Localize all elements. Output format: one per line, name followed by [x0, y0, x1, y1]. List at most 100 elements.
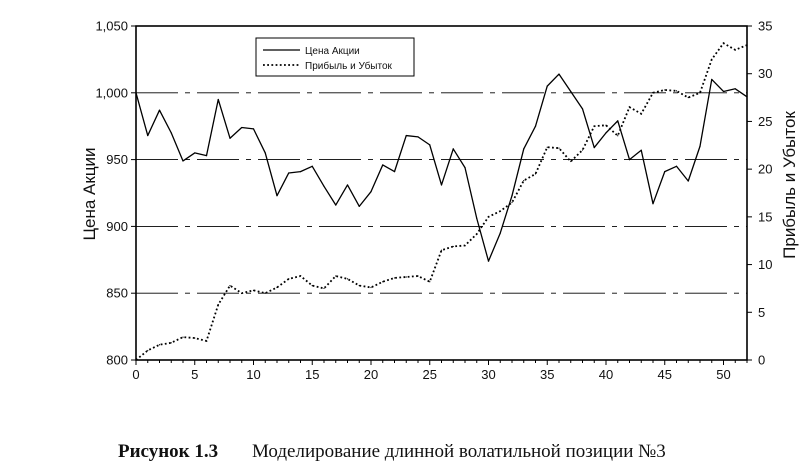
series-0-point-25 — [429, 144, 431, 146]
series-1-point-3 — [170, 342, 172, 344]
series-0-point-16 — [323, 185, 325, 187]
legend: Цена Акции Прибыль и Убыток — [255, 37, 415, 77]
caption-label: Рисунок 1.3 — [118, 441, 219, 462]
series-1-point-8 — [229, 284, 231, 287]
series-0-point-38 — [581, 108, 584, 110]
series-0-point-34 — [534, 125, 537, 127]
series-1-point-45 — [664, 89, 666, 91]
series-0-point-13 — [288, 172, 290, 174]
series-0-point-33 — [523, 148, 525, 150]
grid — [136, 92, 747, 294]
y2-axis-title: Прибыль и Убыток — [780, 111, 799, 259]
series-1-point-50 — [722, 42, 725, 44]
series-0-point-29 — [476, 217, 478, 219]
series-0-point-45 — [664, 171, 666, 173]
x-tick-label-7: 35 — [540, 367, 554, 382]
series-0-point-8 — [229, 137, 231, 139]
series-1-point-17 — [335, 275, 337, 277]
series-0-point-11 — [264, 152, 266, 154]
series-0-point-23 — [405, 134, 407, 137]
series-0-point-36 — [558, 73, 560, 75]
series-1-point-48 — [699, 92, 701, 94]
series-0 — [135, 73, 748, 262]
series-1-point-18 — [346, 278, 349, 280]
series-0-point-1 — [147, 134, 149, 137]
series-1-point-11 — [264, 292, 266, 294]
x-tick-label-10: 50 — [716, 367, 730, 382]
series-0-point-47 — [687, 180, 689, 182]
series-0-point-35 — [546, 85, 548, 87]
series-1-point-25 — [429, 281, 431, 283]
x-tick-label-8: 40 — [599, 367, 613, 382]
series-0-point-39 — [593, 146, 595, 149]
caption-text: Моделирование длинной волатильной позици… — [252, 441, 666, 462]
series-0-point-48 — [699, 145, 701, 147]
series-1-point-37 — [570, 160, 572, 163]
series-0-point-44 — [652, 203, 654, 205]
x-tick-label-9: 45 — [658, 367, 672, 382]
series-0-point-32 — [511, 195, 513, 197]
series-1-point-14 — [299, 275, 302, 277]
series-1-point-21 — [382, 281, 384, 283]
series-1-point-9 — [241, 292, 243, 294]
x-tick-label-6: 30 — [481, 367, 495, 382]
series-0-point-27 — [452, 148, 454, 150]
series-1-point-47 — [687, 96, 689, 99]
series-0-point-4 — [182, 160, 184, 162]
series-0-point-2 — [158, 109, 161, 111]
legend-label-price: Цена Акции — [305, 46, 360, 57]
series-0-point-18 — [346, 184, 349, 186]
y2-tick-label-4: 20 — [758, 162, 772, 177]
ticks — [131, 25, 752, 365]
x-tick-label-0: 0 — [132, 367, 139, 382]
series-1-point-19 — [358, 284, 360, 287]
series-1-point-42 — [628, 106, 631, 108]
series-1-point-4 — [182, 336, 184, 338]
x-tick-label-3: 15 — [305, 367, 319, 382]
series-0-point-46 — [675, 165, 678, 167]
series-0-point-22 — [393, 171, 396, 173]
series-0-point-20 — [370, 191, 372, 193]
series-1-point-5 — [194, 337, 196, 339]
series-0-point-40 — [605, 132, 607, 134]
series-0-point-12 — [276, 195, 278, 197]
series-0-point-28 — [464, 167, 466, 169]
series-0-point-43 — [640, 149, 642, 151]
series-1-point-39 — [593, 125, 595, 127]
series-1 — [135, 41, 748, 361]
series-1-point-12 — [276, 286, 278, 289]
series-0-point-31 — [499, 232, 501, 234]
series-0-point-3 — [170, 132, 172, 134]
series-0-point-24 — [417, 136, 419, 138]
series-1-point-49 — [711, 58, 713, 61]
x-tick-label-4: 20 — [364, 367, 378, 382]
series-1-point-31 — [499, 210, 501, 212]
series-0-point-10 — [252, 128, 255, 130]
series-0-point-26 — [440, 184, 443, 186]
series-1-point-29 — [476, 233, 478, 235]
series-1-point-23 — [405, 276, 407, 278]
series-0-point-37 — [570, 90, 572, 93]
series-1-point-33 — [523, 179, 525, 182]
series-1-point-32 — [511, 201, 513, 204]
x-tick-label-2: 10 — [246, 367, 260, 382]
chart: 800 850 900 950 1,000 1,050 0 5 10 15 20 25 30 35 0 5 10… — [80, 19, 799, 383]
series-1-point-43 — [640, 113, 642, 115]
series-0-point-30 — [487, 260, 490, 262]
series-0-point-49 — [711, 78, 713, 81]
y-tick-label-2: 900 — [106, 219, 128, 234]
series-1-point-28 — [464, 244, 466, 247]
series-1-point-10 — [252, 289, 255, 291]
series-1-point-6 — [205, 340, 208, 342]
series-1-point-38 — [581, 149, 584, 151]
y2-tick-label-1: 5 — [758, 305, 765, 320]
series-1-point-15 — [311, 284, 313, 287]
y2-tick-label-6: 30 — [758, 66, 772, 81]
y2-tick-label-7: 35 — [758, 19, 772, 34]
series-0-point-5 — [194, 152, 196, 154]
series-0-point-6 — [205, 154, 208, 157]
series-0-point-7 — [217, 98, 219, 101]
series-1-point-36 — [558, 147, 560, 149]
y-tick-label-3: 950 — [106, 152, 128, 167]
y-tick-label-0: 800 — [106, 353, 128, 368]
